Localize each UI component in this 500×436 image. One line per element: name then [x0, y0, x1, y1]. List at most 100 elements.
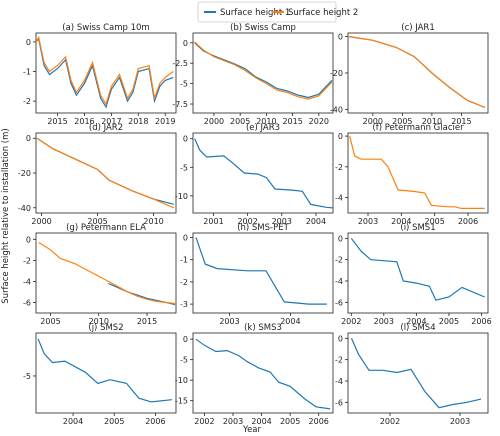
x-tick-label: 2006: [458, 217, 478, 226]
panel-0: (a) Swiss Camp 10m 2015 2016 2017 2018 2019 0 -…: [23, 23, 177, 126]
series-line: [38, 241, 176, 305]
panels: (a) Swiss Camp 10m 2015 2016 2017 2018 2019 0 -…: [18, 23, 492, 426]
panel-frame: [35, 32, 177, 114]
panel-frame: [192, 32, 334, 114]
x-tick-label: 2017: [101, 117, 121, 126]
panel-frame: [192, 232, 334, 314]
legend-label-series2: Surface height 2: [288, 8, 358, 18]
panel-frame: [35, 132, 177, 214]
y-tick-label: -7.5: [172, 100, 188, 109]
y-tick-label: -10: [175, 376, 188, 385]
y-tick-label: -5: [180, 356, 188, 365]
x-tick-label: 2005: [392, 117, 412, 126]
x-tick-label: 2006: [471, 317, 491, 326]
x-tick-label: 2015: [282, 117, 302, 126]
y-tick-label: -40: [330, 105, 343, 114]
series-line: [350, 237, 485, 301]
panel-title: (h) SMS-PET: [237, 223, 289, 233]
y-tick-label: 0: [183, 39, 188, 48]
panel-title: (f) Petermann Glacier: [372, 123, 464, 133]
panel-7: (h) SMS-PET 2003 2004 0 -1 -2 -3: [180, 223, 334, 326]
x-tick-label: 2004: [280, 317, 300, 326]
panel-title: (c) JAR1: [401, 23, 435, 33]
panel-5: (f) Petermann Glacier 2003 2004 2005 2006 0 -2…: [335, 123, 489, 226]
y-tick-label: -5: [180, 163, 188, 172]
x-tick-label: 2015: [451, 117, 471, 126]
x-tick-label: 2002: [237, 217, 257, 226]
x-tick-label: 2003: [358, 217, 378, 226]
x-tick-label: 2005: [439, 317, 459, 326]
y-tick-label: -20: [18, 169, 31, 178]
x-tick-label: 2005: [230, 117, 250, 126]
panel-title: (a) Swiss Camp 10m: [62, 23, 149, 33]
x-tick-label: 2005: [87, 217, 107, 226]
x-tick-label: 2015: [47, 117, 67, 126]
y-tick-label: -40: [18, 204, 31, 213]
y-tick-label: -2: [23, 97, 31, 106]
y-tick-label: -2.5: [172, 59, 188, 68]
x-tick-label: 2005: [40, 317, 60, 326]
y-tick-label: -6: [335, 398, 343, 407]
x-tick-label: 2003: [450, 417, 470, 426]
x-tick-label: 2003: [219, 317, 239, 326]
y-tick-label: -6: [335, 298, 343, 307]
series-line: [37, 338, 172, 403]
panel-frame: [35, 332, 177, 414]
series-line: [349, 135, 485, 209]
panel-frame: [347, 32, 489, 114]
legend: Surface height 1 Surface height 2: [197, 1, 358, 23]
series-line: [195, 338, 331, 410]
panel-2: (c) JAR1 2000 2005 2010 2015 0 -20 -40: [330, 23, 489, 126]
y-tick-label: -15: [175, 397, 188, 406]
x-tick-label: 2003: [272, 217, 292, 226]
x-tick-label: 2001: [203, 217, 223, 226]
panel-frame: [192, 332, 334, 414]
panel-title: (k) SMS3: [244, 323, 282, 333]
y-tick-label: 0: [338, 234, 343, 243]
x-tick-label: 2010: [143, 217, 163, 226]
panel-10: (k) SMS3 2002 2003 2004 2005 2006 0 -5 -10 -15: [175, 323, 334, 426]
y-tick-label: -1: [180, 256, 188, 265]
y-tick-label: 0: [26, 235, 31, 244]
x-tick-label: 2010: [422, 117, 442, 126]
panel-frame: [347, 332, 489, 414]
x-tick-label: 2004: [406, 317, 426, 326]
x-tick-label: 2016: [74, 117, 94, 126]
panel-11: (l) SMS4 2002 2003 0 -2 -4 -6: [335, 323, 489, 426]
x-tick-label: 2002: [341, 317, 361, 326]
y-tick-label: 0: [183, 335, 188, 344]
y-tick-label: -6: [23, 298, 31, 307]
y-tick-label: -2: [335, 356, 343, 365]
y-tick-label: 0: [26, 38, 31, 47]
y-tick-label: -3: [180, 300, 188, 309]
panel-title: (d) JAR2: [89, 123, 123, 133]
y-tick-label: -2: [335, 163, 343, 172]
x-tick-label: 2005: [280, 417, 300, 426]
x-axis-label: Year: [242, 425, 262, 435]
y-tick-label: -5: [23, 372, 31, 381]
y-tick-label: 0: [183, 135, 188, 144]
y-tick-label: 0: [338, 132, 343, 141]
x-tick-label: 2005: [104, 417, 124, 426]
y-tick-label: -5: [180, 80, 188, 89]
x-tick-label: 2004: [63, 417, 83, 426]
y-tick-label: 0: [338, 334, 343, 343]
y-tick-label: 0: [183, 233, 188, 242]
y-tick-label: -4: [335, 194, 343, 203]
x-tick-label: 2002: [380, 417, 400, 426]
x-tick-label: 2010: [89, 317, 109, 326]
legend-label-series1: Surface height 1: [220, 8, 290, 18]
y-tick-label: -4: [335, 377, 343, 386]
x-tick-label: 2000: [363, 117, 383, 126]
panel-1: (b) Swiss Camp 2000 2005 2010 2015 2020 0 -2.5 -…: [172, 23, 334, 126]
x-tick-label: 2004: [391, 217, 411, 226]
panel-title: (j) SMS2: [88, 323, 123, 333]
panel-8: (i) SMS1 2002 2003 2004 2005 2006 0 -2 -4 -6: [335, 223, 492, 326]
panel-6: (g) Petermann ELA 2005 2010 2015 0 -2 -4 -6: [23, 223, 177, 326]
legend-frame: [197, 1, 337, 23]
x-tick-label: 2006: [145, 417, 165, 426]
series-line: [350, 338, 482, 409]
x-tick-label: 2010: [256, 117, 276, 126]
series-line: [195, 237, 327, 305]
